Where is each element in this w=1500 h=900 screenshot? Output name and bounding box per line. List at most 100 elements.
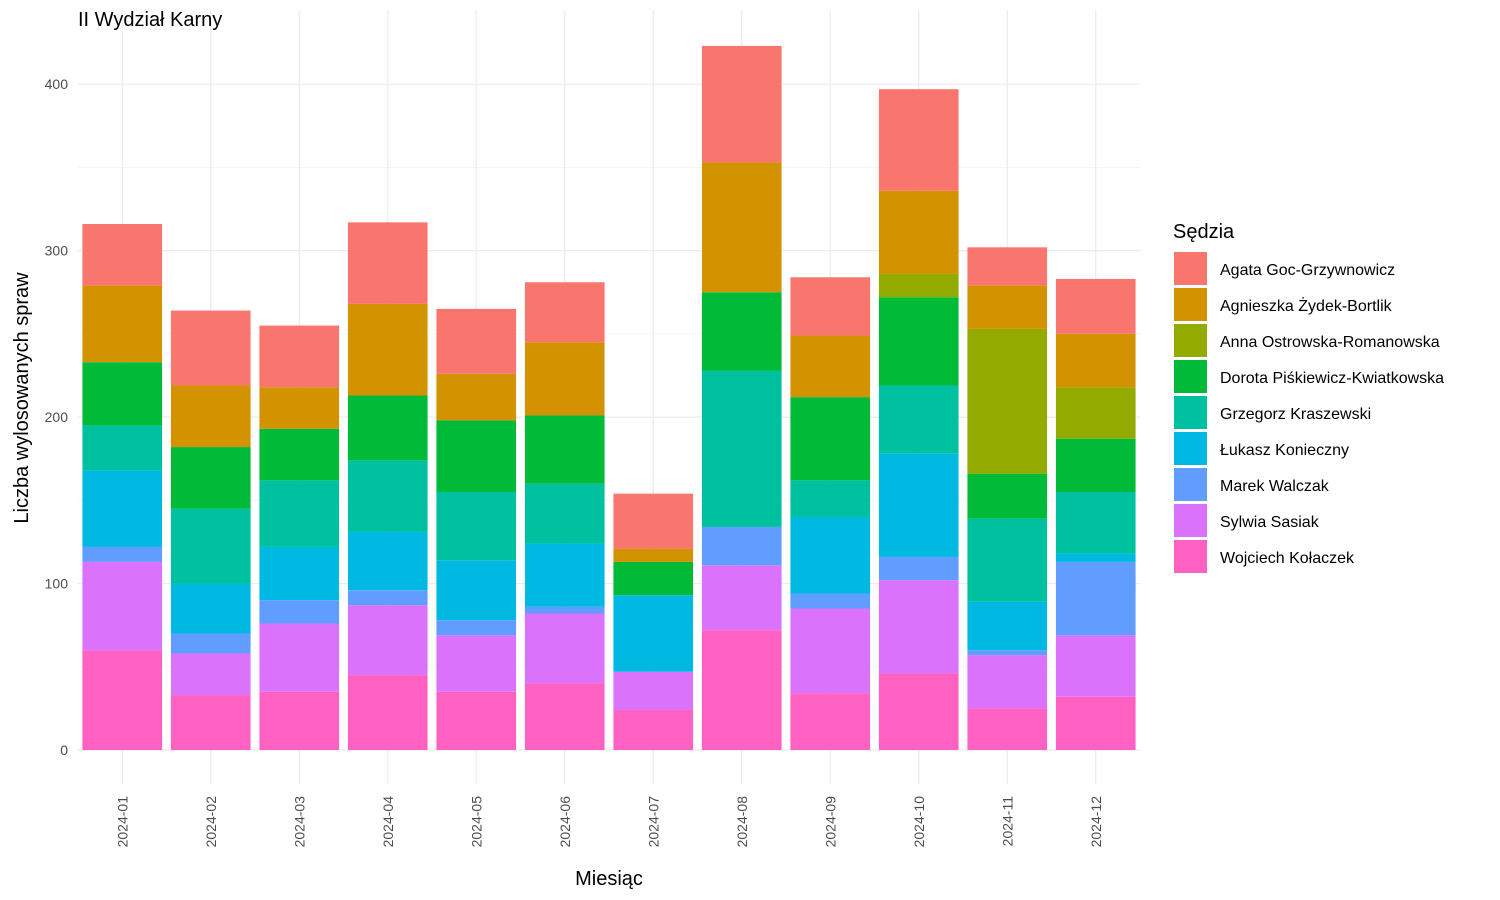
legend-label: Agnieszka Żydek-Bortlik <box>1220 296 1393 315</box>
legend-label: Agata Goc-Grzywnowicz <box>1220 262 1395 279</box>
x-tick-label: 2024-07 <box>645 796 661 848</box>
bar-segment <box>878 453 959 557</box>
x-tick-label: 2024-03 <box>291 796 307 848</box>
legend-item: Agnieszka Żydek-Bortlik <box>1174 288 1393 321</box>
bar-segment <box>170 310 251 386</box>
bar-segment <box>967 655 1048 709</box>
bar-segment <box>259 480 340 547</box>
bar-segment <box>259 428 340 481</box>
bar-segment <box>1055 492 1136 554</box>
legend-label: Anna Ostrowska-Romanowska <box>1220 334 1440 351</box>
chart-title: II Wydział Karny <box>78 9 222 31</box>
bar-segment <box>878 190 959 274</box>
legend-item: Agata Goc-Grzywnowicz <box>1174 252 1395 285</box>
bar-segment <box>259 325 340 388</box>
bar-segment <box>701 565 782 631</box>
bar-segment <box>436 620 517 636</box>
bar-segment <box>967 473 1048 519</box>
bar-segment <box>790 397 871 481</box>
bar-segment <box>1055 387 1136 439</box>
x-tick-label: 2024-04 <box>380 796 396 848</box>
bar-segment <box>790 608 871 694</box>
bar-segment <box>170 695 251 750</box>
bar-segment <box>347 675 428 750</box>
bar-segment <box>524 342 605 416</box>
bar-segment <box>436 635 517 692</box>
bar-segment <box>967 708 1048 750</box>
bar-segment <box>967 518 1048 602</box>
bar-segment <box>259 387 340 429</box>
bar-segment <box>259 546 340 601</box>
bar-segment <box>878 556 959 581</box>
y-tick-labels: 0 100 200 300 400 <box>45 76 69 758</box>
bar-segment <box>170 508 251 584</box>
bar-segment <box>347 395 428 461</box>
bar-segment <box>82 650 163 750</box>
y-tick-label: 0 <box>60 742 68 758</box>
bar-segment <box>524 683 605 750</box>
x-tick-label: 2024-12 <box>1088 796 1104 848</box>
bar-segment <box>347 531 428 591</box>
bar-segment <box>967 650 1048 656</box>
x-axis-title: Miesiąc <box>575 868 643 890</box>
bar-segment <box>790 335 871 398</box>
legend-swatch <box>1174 252 1207 285</box>
bar-segment <box>170 447 251 509</box>
legend-item: Wojciech Kołaczek <box>1174 540 1355 573</box>
legend-item: Grzegorz Kraszewski <box>1174 396 1371 429</box>
bar-segment <box>701 526 782 566</box>
legend-item: Marek Walczak <box>1174 468 1330 501</box>
bar-segment <box>259 623 340 692</box>
bar-segment <box>790 516 871 594</box>
bar-segment <box>701 630 782 750</box>
bar-segment <box>967 601 1048 651</box>
legend-label: Łukasz Konieczny <box>1220 442 1349 459</box>
bar-segment <box>436 691 517 750</box>
bar-segment <box>170 385 251 448</box>
legend-item: Dorota Piśkiewicz-Kwiatkowska <box>1174 360 1444 393</box>
x-tick-labels: 2024-01 2024-02 2024-03 2024-04 2024-05 2024-… <box>114 796 1104 848</box>
bar-segment <box>436 420 517 493</box>
x-tick-label: 2024-10 <box>911 796 927 848</box>
legend-item: Sylwia Sasiak <box>1174 504 1320 537</box>
bar-segment <box>701 292 782 371</box>
legend-swatch <box>1174 468 1207 501</box>
legend-swatch <box>1174 504 1207 537</box>
bar-segment <box>347 303 428 396</box>
legend: Sędzia Agata Goc-Grzywnowicz Agnieszka Ży… <box>1173 221 1444 573</box>
x-tick-label: 2024-09 <box>822 796 838 848</box>
bar-segment <box>524 606 605 614</box>
bar-segment <box>436 560 517 621</box>
x-tick-label: 2024-01 <box>114 796 130 848</box>
bar-segment <box>613 671 694 711</box>
legend-swatch <box>1174 540 1207 573</box>
legend-label: Dorota Piśkiewicz-Kwiatkowska <box>1220 370 1444 387</box>
bar-segment <box>82 224 163 286</box>
x-tick-label: 2024-11 <box>999 796 1015 847</box>
bar-segment <box>170 583 251 634</box>
bar-segment <box>436 373 517 421</box>
bar-segment <box>347 460 428 532</box>
legend-swatch <box>1174 324 1207 357</box>
bar-segment <box>878 580 959 674</box>
bar-segment <box>82 470 163 547</box>
bar-segment <box>878 673 959 750</box>
bar-segment <box>878 89 959 191</box>
y-tick-label: 200 <box>45 409 69 425</box>
bar-segment <box>524 483 605 544</box>
bars <box>82 45 1136 750</box>
bar-segment <box>878 273 959 298</box>
bar-segment <box>347 590 428 606</box>
bar-segment <box>1055 333 1136 388</box>
bar-segment <box>613 561 694 596</box>
bar-segment <box>613 710 694 750</box>
x-tick-label: 2024-02 <box>203 796 219 848</box>
bar-segment <box>790 693 871 750</box>
bar-segment <box>1055 438 1136 493</box>
legend-label: Sylwia Sasiak <box>1220 514 1320 531</box>
bar-segment <box>82 546 163 562</box>
bar-segment <box>1055 635 1136 697</box>
bar-segment <box>170 653 251 696</box>
bar-segment <box>613 493 694 549</box>
bar-segment <box>524 282 605 343</box>
